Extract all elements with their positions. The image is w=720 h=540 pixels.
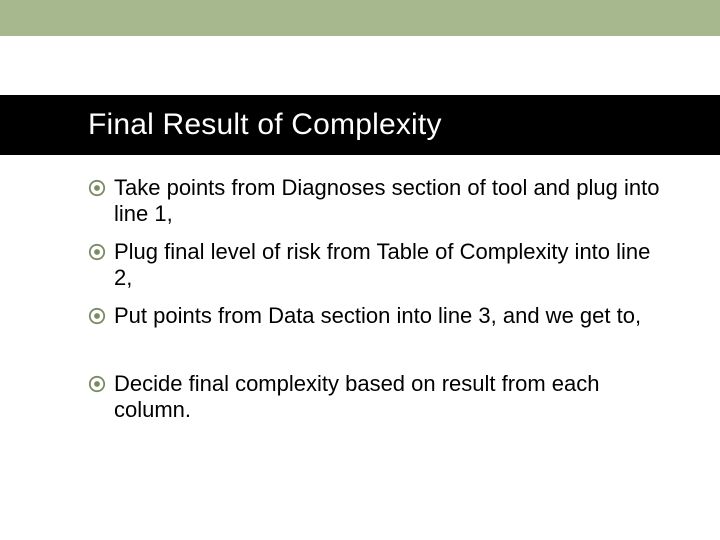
slide-title: Final Result of Complexity: [0, 108, 442, 142]
bullet-text: Decide final complexity based on result …: [114, 371, 660, 423]
bullet-text: Take points from Diagnoses section of to…: [114, 175, 660, 227]
bullet-item: Decide final complexity based on result …: [88, 371, 660, 423]
bullet-icon: [88, 375, 106, 393]
bullet-text: Plug final level of risk from Table of C…: [114, 239, 660, 291]
bullet-item: Put points from Data section into line 3…: [88, 303, 660, 329]
bullet-icon: [88, 243, 106, 261]
bullet-icon: [88, 179, 106, 197]
slide: Final Result of Complexity Take points f…: [0, 0, 720, 540]
bullet-icon: [88, 307, 106, 325]
content-area: Take points from Diagnoses section of to…: [88, 175, 660, 435]
top-accent-bar: [0, 0, 720, 36]
bullet-item: Plug final level of risk from Table of C…: [88, 239, 660, 291]
title-band: Final Result of Complexity: [0, 95, 720, 155]
bullet-text: Put points from Data section into line 3…: [114, 303, 641, 329]
bullet-item: Take points from Diagnoses section of to…: [88, 175, 660, 227]
